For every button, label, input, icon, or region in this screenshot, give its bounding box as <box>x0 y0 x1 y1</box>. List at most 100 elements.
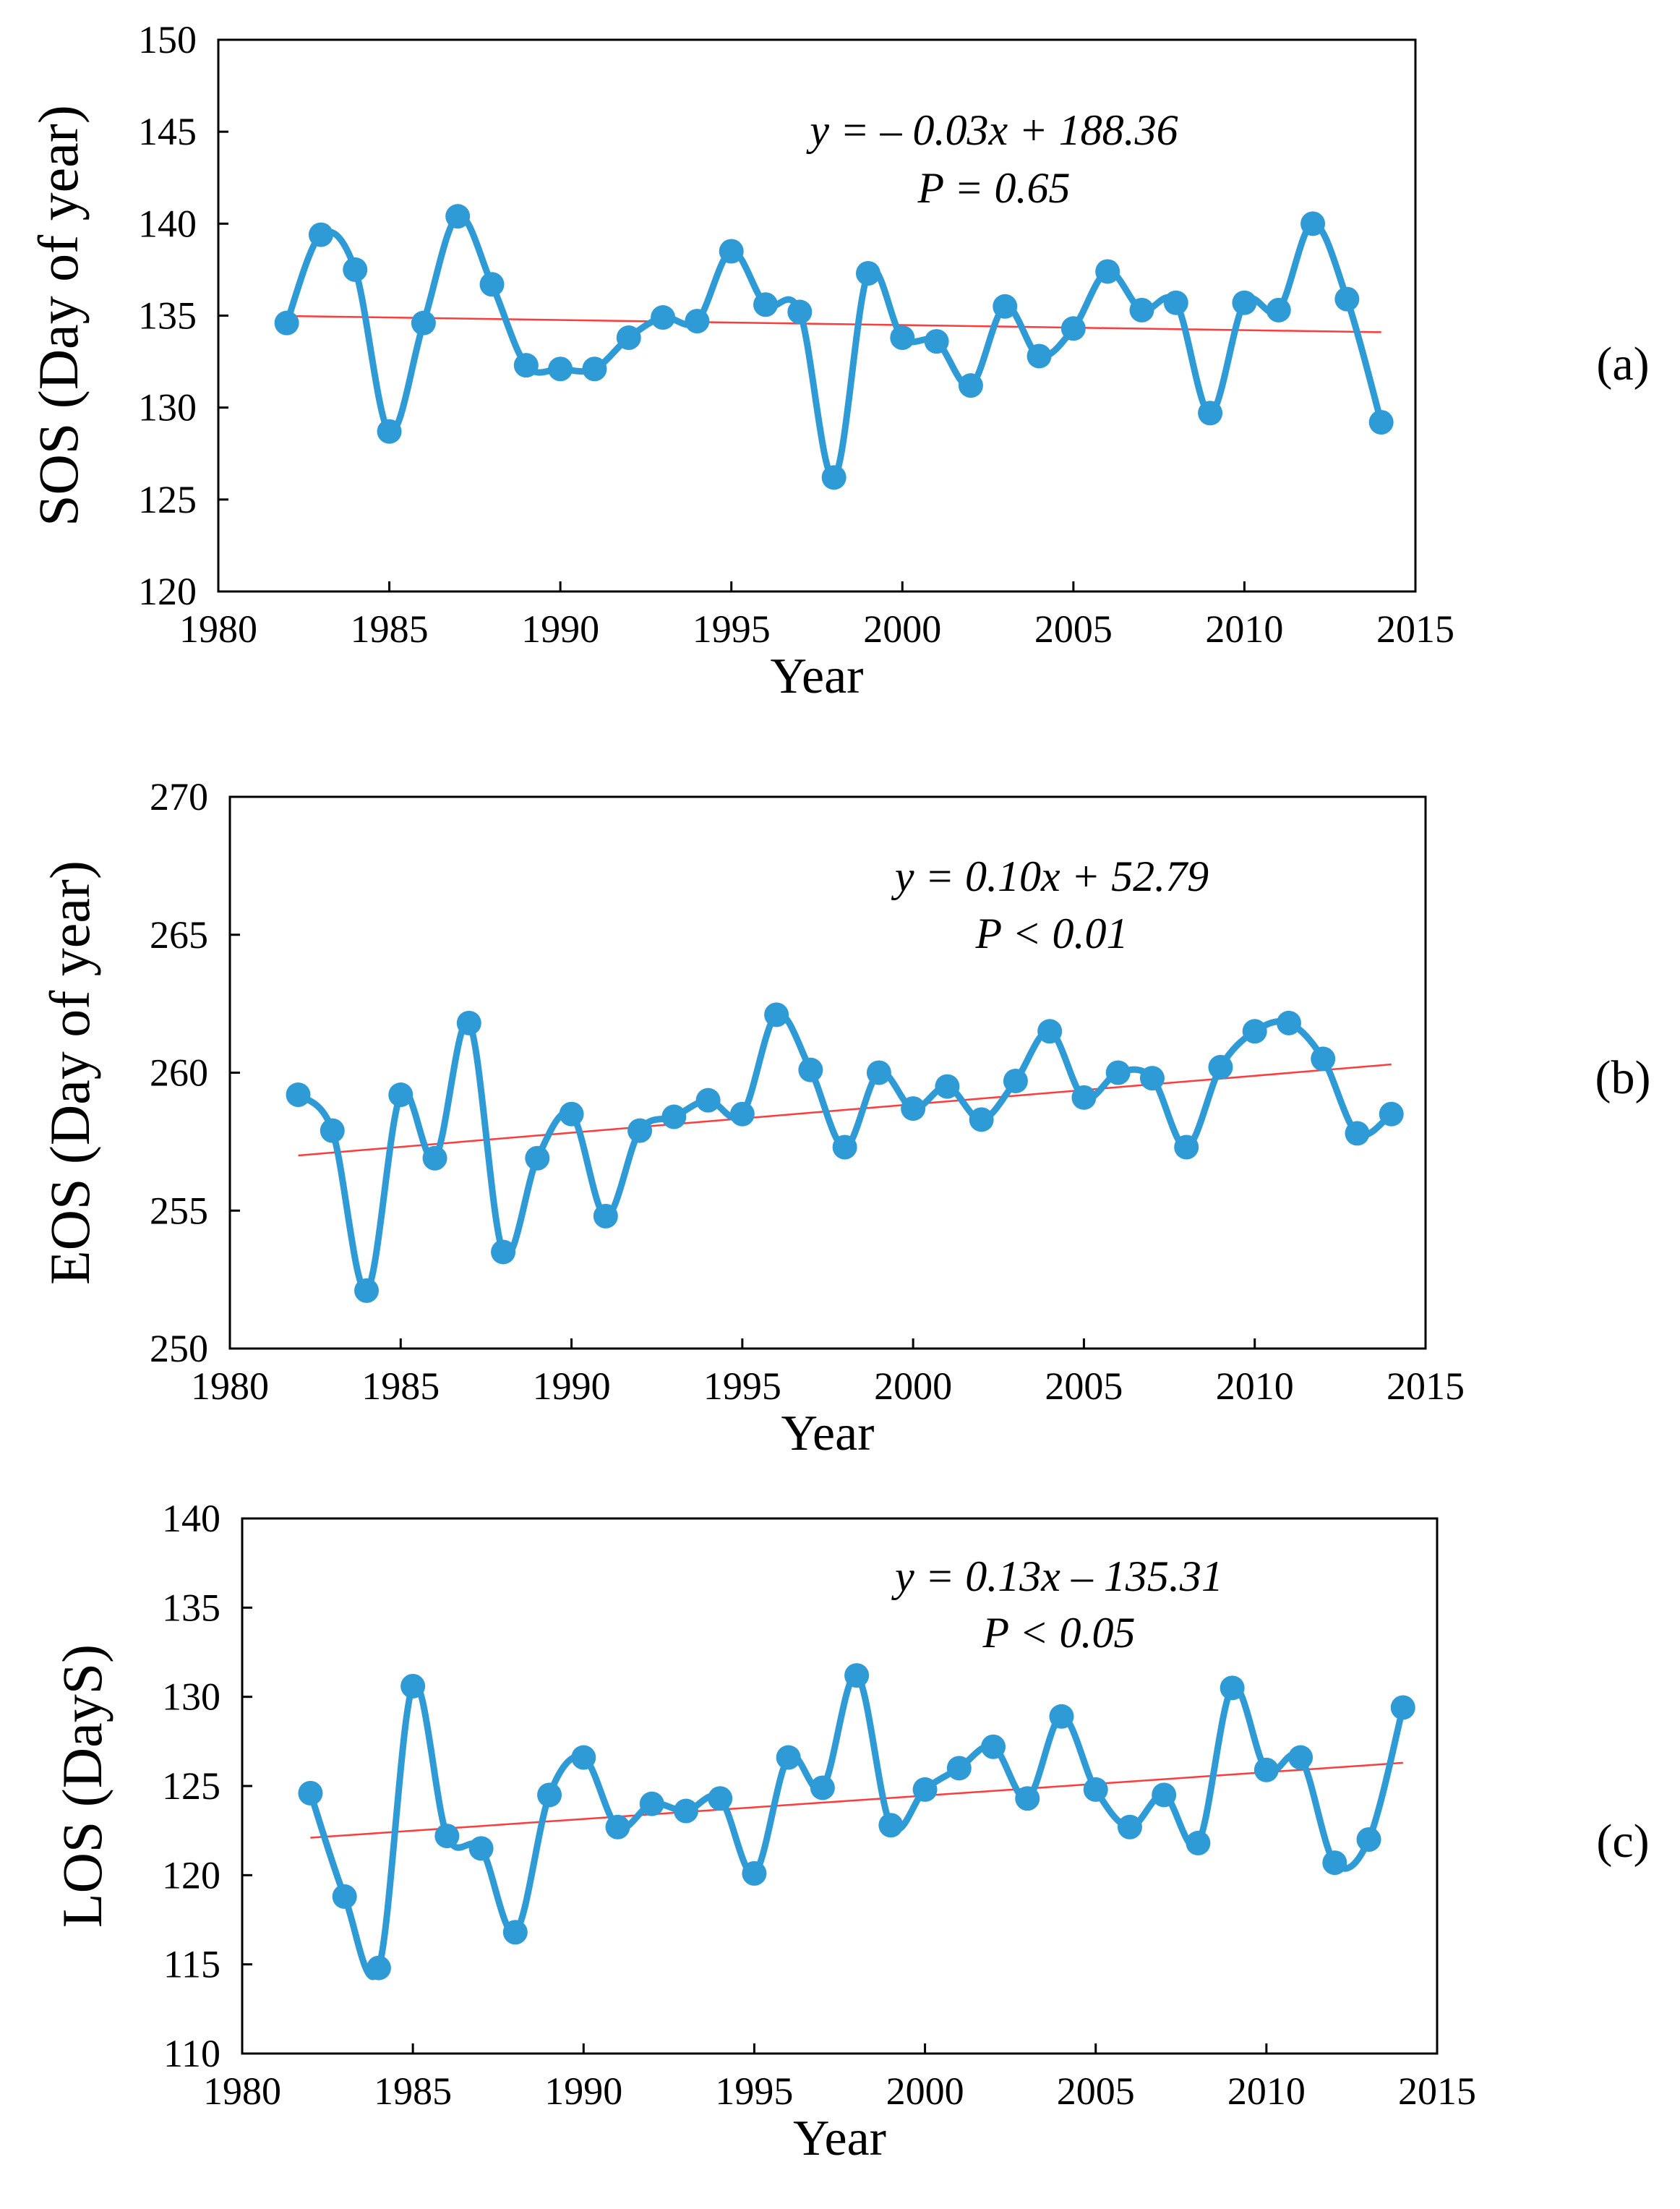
x-axis-label: Year <box>781 1406 875 1461</box>
x-tick-label: 1995 <box>715 2069 793 2113</box>
data-point <box>821 465 847 490</box>
chart-panel-0: 1980 1985 1990 1995 2000 2005 2010 2015 120 125 13… <box>27 18 1650 704</box>
data-point <box>1322 1850 1347 1876</box>
data-point <box>582 356 607 382</box>
x-tick-label: 2000 <box>863 607 941 651</box>
data-point <box>708 1786 733 1811</box>
data-point <box>1242 1019 1267 1044</box>
data-point <box>832 1135 857 1160</box>
y-tick-label: 110 <box>163 2032 220 2075</box>
data-point <box>559 1101 584 1127</box>
y-tick-label: 130 <box>138 386 197 430</box>
x-tick-label: 2015 <box>1387 1364 1465 1408</box>
trend-line <box>310 1761 1403 1839</box>
data-point <box>286 1082 311 1108</box>
data-point <box>354 1278 380 1303</box>
y-tick-label: 130 <box>162 1675 220 1719</box>
data-point <box>298 1780 323 1806</box>
x-tick-label: 2010 <box>1216 1364 1294 1408</box>
data-point <box>502 1920 528 1945</box>
p-value: P < 0.01 <box>974 910 1128 957</box>
data-point <box>787 299 813 325</box>
data-point <box>1060 316 1086 341</box>
data-point <box>1266 297 1291 322</box>
data-point <box>1300 211 1326 236</box>
data-point <box>776 1745 801 1770</box>
data-point <box>571 1745 596 1770</box>
data-point <box>1105 1060 1131 1085</box>
data-point <box>1027 343 1052 369</box>
data-point <box>924 329 949 354</box>
x-tick-label: 2005 <box>1045 1364 1123 1408</box>
data-point <box>753 292 779 317</box>
y-tick-label: 270 <box>150 775 208 819</box>
data-point <box>1152 1782 1177 1808</box>
data-point <box>946 1756 972 1781</box>
data-point <box>411 310 436 336</box>
x-tick-label: 1980 <box>191 1364 269 1408</box>
data-point <box>1220 1675 1245 1701</box>
data-point <box>377 419 402 444</box>
y-tick-label: 120 <box>162 1853 220 1897</box>
data-point <box>798 1057 823 1082</box>
data-point <box>764 1002 789 1027</box>
data-point <box>525 1145 550 1171</box>
data-point <box>1198 401 1223 426</box>
y-tick-label: 145 <box>138 110 197 153</box>
data-point <box>1356 1827 1381 1852</box>
x-tick-label: 1995 <box>703 1364 781 1408</box>
data-point <box>308 222 333 247</box>
data-point <box>1174 1135 1199 1160</box>
data-point <box>1232 290 1257 315</box>
data-point <box>388 1082 413 1108</box>
data-point <box>1049 1704 1074 1729</box>
data-point <box>332 1884 357 1909</box>
data-point <box>468 1836 494 1861</box>
data-point <box>445 204 471 229</box>
data-point <box>844 1663 870 1688</box>
y-tick-label: 140 <box>138 202 197 245</box>
p-value: P = 0.65 <box>917 164 1070 212</box>
data-point <box>1037 1019 1063 1044</box>
data-point <box>1345 1121 1370 1146</box>
data-point <box>661 1104 687 1129</box>
x-tick-label: 2015 <box>1376 607 1454 651</box>
x-tick-label: 2010 <box>1227 2069 1306 2113</box>
chart-panel-2: 1980 1985 1990 1995 2000 2005 2010 2015 110 115 12… <box>51 1497 1650 2166</box>
data-point <box>513 353 539 378</box>
x-tick-label: 1990 <box>533 1364 611 1408</box>
data-point <box>434 1824 460 1849</box>
y-tick-label: 125 <box>138 478 197 521</box>
p-value: P < 0.05 <box>982 1609 1135 1657</box>
data-point <box>1129 297 1154 322</box>
plot-frame <box>241 1517 1439 2055</box>
y-axis-label: SOS (Day of year) <box>27 105 90 526</box>
data-point <box>719 239 744 264</box>
data-point <box>627 1118 653 1143</box>
data-point <box>1368 410 1394 435</box>
data-point <box>1208 1054 1233 1080</box>
data-point <box>1311 1046 1336 1072</box>
data-point <box>605 1814 630 1840</box>
data-point <box>1379 1101 1404 1127</box>
data-point <box>685 309 710 334</box>
y-tick-label: 250 <box>150 1327 208 1370</box>
y-tick-label: 260 <box>150 1051 208 1095</box>
x-tick-label: 2000 <box>874 1364 952 1408</box>
trend-equation: y = – 0.03x + 188.36 <box>805 106 1178 154</box>
x-tick-label: 1980 <box>179 607 257 651</box>
x-axis-label: Year <box>793 2111 886 2166</box>
data-point <box>320 1118 345 1143</box>
x-tick-label: 1990 <box>521 607 599 651</box>
x-tick-label: 1985 <box>361 1364 440 1408</box>
data-point <box>593 1203 618 1229</box>
trend-line <box>286 315 1381 333</box>
data-point <box>742 1860 767 1886</box>
data-point <box>616 325 641 351</box>
x-tick-label: 1995 <box>693 607 771 651</box>
x-tick-label: 2015 <box>1398 2069 1476 2113</box>
y-tick-label: 135 <box>162 1586 220 1629</box>
data-point <box>456 1010 481 1035</box>
data-point <box>1186 1830 1211 1855</box>
data-point <box>1003 1068 1028 1093</box>
